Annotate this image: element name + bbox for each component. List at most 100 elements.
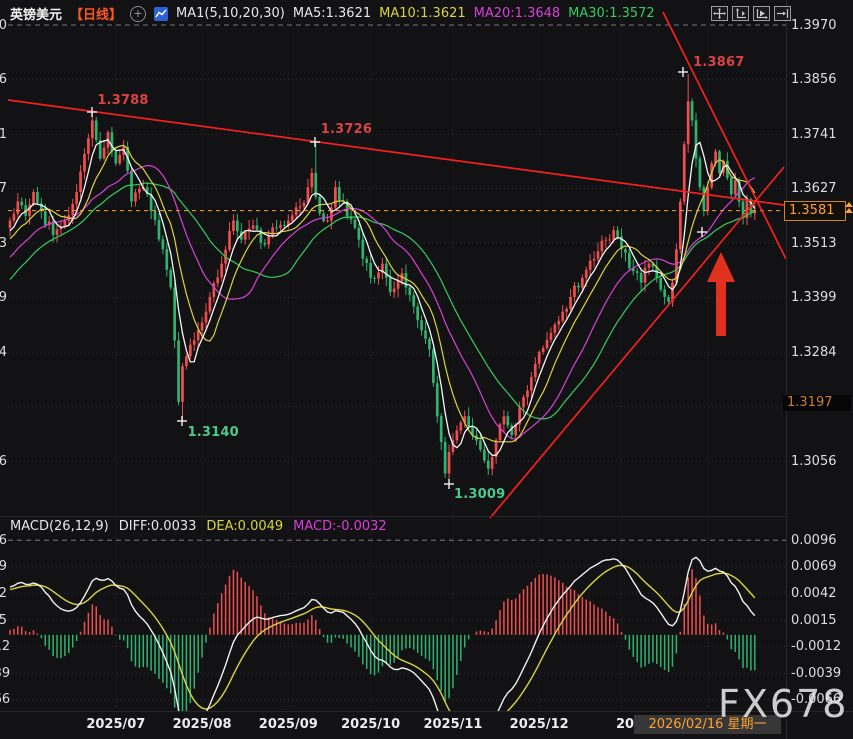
price-axis-label: 1.3513 — [791, 235, 837, 251]
candle-body — [573, 285, 576, 297]
candle-body — [577, 285, 580, 288]
price-axis-label: 1.3399 — [791, 289, 837, 305]
candle-body — [98, 140, 102, 159]
candle-body — [177, 340, 180, 402]
candle-body — [533, 363, 537, 378]
candle-body — [698, 158, 702, 188]
candle-body — [557, 320, 561, 325]
candle-body — [173, 287, 176, 341]
candle-body — [16, 201, 20, 214]
candle-body — [130, 170, 133, 202]
candle-body — [420, 320, 423, 331]
candle-body — [678, 201, 682, 250]
candle-body — [384, 263, 388, 278]
candle-body — [330, 207, 333, 221]
candle-body — [334, 187, 337, 208]
clipped-macd-label: 0.0096 — [0, 532, 7, 548]
pan-chart-button[interactable] — [711, 6, 728, 21]
candle-body — [83, 153, 86, 172]
macd-panel — [9, 556, 756, 711]
candle-body — [90, 120, 94, 139]
candle-body — [694, 120, 698, 159]
candle-body — [208, 296, 212, 312]
candle-body — [604, 239, 608, 241]
candle-body — [55, 229, 59, 235]
candle-body — [404, 273, 408, 288]
candle-body — [216, 277, 220, 284]
candle-body — [337, 187, 341, 201]
timeframe-label: 【日线】 — [70, 8, 123, 23]
trendline-upper[interactable] — [7, 99, 785, 206]
candle-body — [435, 383, 439, 417]
candle-body — [310, 172, 314, 188]
candle-body — [114, 152, 118, 164]
clipped-macd-label: -0.0039 — [0, 665, 11, 681]
clipped-macd-label: 0.0069 — [0, 559, 7, 575]
candle-body — [628, 252, 631, 269]
candle-body — [169, 270, 173, 288]
candle-body — [326, 220, 329, 222]
macd-macd-value: MACD:-0.0032 — [293, 519, 387, 534]
price-axis-label: 1.3284 — [791, 344, 837, 360]
candle-body — [357, 227, 361, 240]
chart-toolbar — [711, 6, 791, 21]
candle-body — [459, 422, 463, 431]
clipped-macd-label: -0.0012 — [0, 639, 11, 655]
candle-body — [302, 202, 306, 207]
scale-x-axis-button[interactable] — [753, 6, 770, 21]
clipped-price-label: 1.3399 — [0, 289, 7, 305]
candle-body — [706, 187, 710, 212]
candle-body — [294, 207, 298, 216]
candle-body — [8, 220, 12, 228]
go-to-latest-button[interactable] — [774, 6, 791, 21]
candle-body — [306, 187, 310, 203]
candle-body — [87, 138, 90, 154]
panel-divider[interactable] — [0, 516, 786, 517]
trendline-support[interactable] — [489, 166, 785, 519]
candle-body — [428, 338, 431, 350]
price-axis-label: 1.3056 — [791, 453, 837, 469]
candle-body — [275, 227, 278, 229]
candle-body — [580, 277, 584, 288]
candle-body — [424, 330, 427, 339]
ma30-value: MA30:1.3572 — [568, 6, 655, 21]
candle-body — [635, 271, 639, 273]
candle-body — [490, 457, 494, 469]
candle-body — [165, 249, 169, 270]
candle-body — [36, 192, 39, 204]
up-arrow-annotation[interactable] — [707, 252, 735, 336]
candle-body — [392, 288, 396, 293]
clipped-price-label: 1.3856 — [0, 71, 7, 87]
candle-body — [498, 424, 502, 441]
ma20-line — [9, 164, 756, 440]
candle-body — [592, 258, 596, 261]
candle-body — [51, 221, 55, 235]
candle-body — [255, 225, 259, 230]
add-indicator-icon[interactable]: + — [130, 5, 147, 22]
candle-body — [553, 324, 557, 333]
candle-body — [267, 236, 271, 245]
clipped-price-label: 1.3284 — [0, 344, 7, 360]
macd-header: MACD(26,12,9) DIFF:0.0033 DEA:0.0049 MAC… — [10, 519, 387, 534]
candle-body — [349, 216, 353, 220]
chart-type-icon[interactable] — [154, 6, 169, 21]
candle-body — [729, 177, 733, 195]
candle-body — [43, 211, 47, 225]
candle-body — [134, 192, 137, 202]
candle-body — [373, 277, 376, 279]
candle-body — [600, 240, 604, 252]
pan-icon — [713, 8, 726, 19]
candle-body — [157, 220, 161, 240]
trendline-steep[interactable] — [662, 11, 787, 260]
drawings-layer[interactable] — [7, 11, 787, 519]
macd-diff-line — [9, 556, 756, 711]
candle-body — [686, 101, 690, 145]
scale-y-axis-button[interactable] — [732, 6, 749, 21]
candle-body — [596, 251, 600, 259]
candle-body — [502, 416, 506, 425]
candle-body — [32, 192, 35, 205]
candle-body — [243, 232, 247, 240]
candle-body — [682, 144, 686, 202]
candle-body — [561, 311, 565, 321]
